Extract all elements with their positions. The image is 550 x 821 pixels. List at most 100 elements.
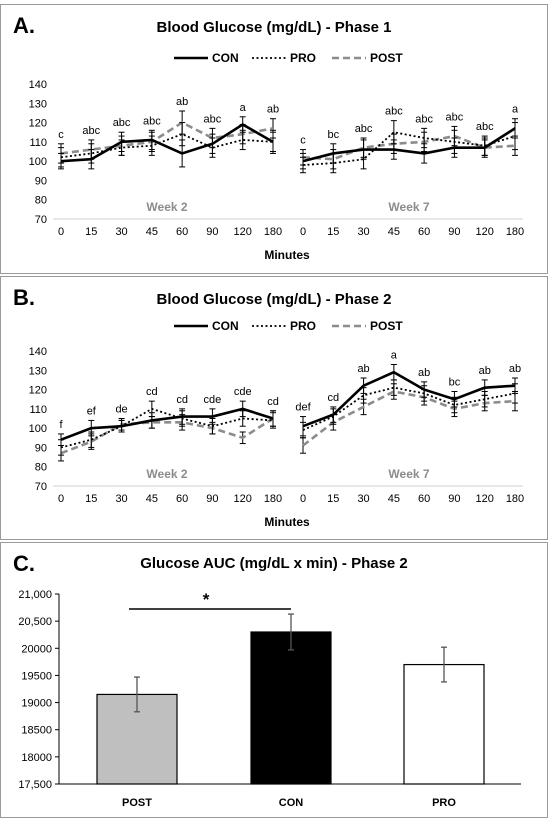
- x-tick-label: 0: [300, 493, 306, 505]
- y-tick-label: 80: [35, 195, 47, 207]
- x-tick-label: 180: [506, 493, 524, 505]
- y-tick-label: 110: [29, 404, 47, 416]
- legend-label-pro: PRO: [290, 51, 316, 65]
- panel-label: A.: [13, 13, 35, 38]
- panel-c: C. Glucose AUC (mg/dL x min) - Phase 2 1…: [0, 542, 548, 818]
- y-tick-label: 120: [29, 118, 47, 130]
- x-tick-label: 180: [264, 226, 282, 238]
- significance-marker: *: [203, 590, 210, 609]
- x-tick-label: 180: [264, 493, 282, 505]
- x-tick-label: 90: [448, 226, 460, 238]
- x-tick-label: 120: [234, 493, 252, 505]
- legend: CON PRO POST: [174, 319, 403, 333]
- significance-label: abc: [82, 125, 100, 137]
- series-line-post: [60, 121, 274, 155]
- significance-label: abc: [143, 115, 161, 127]
- x-tick-label: 30: [115, 493, 127, 505]
- significance-label: a: [391, 350, 398, 362]
- significance-label: def: [295, 402, 311, 414]
- y-tick-label: 130: [29, 365, 47, 377]
- x-tick-label: CON: [279, 797, 304, 809]
- group-label: Week 7: [388, 200, 429, 214]
- bar-chart-auc: 17,500 18000 18500 19000 19500 20000 20,500 21,…: [18, 589, 521, 809]
- significance-label: ab: [176, 96, 188, 108]
- x-tick-label: 45: [388, 226, 400, 238]
- y-tick-label: 18000: [21, 752, 52, 764]
- significance-label: cd: [327, 392, 339, 404]
- x-tick-label: 15: [327, 493, 339, 505]
- series-con: [300, 364, 518, 437]
- y-tick-label: 20000: [21, 643, 52, 655]
- significance-label: ef: [87, 405, 97, 417]
- x-tick-label: 60: [176, 226, 188, 238]
- x-tick-label: 15: [85, 493, 97, 505]
- chart-title: Glucose AUC (mg/dL x min) - Phase 2: [140, 555, 408, 572]
- series-line-con: [302, 127, 516, 163]
- x-axis-title: Minutes: [264, 515, 310, 529]
- y-tick-label: 20,500: [18, 616, 52, 628]
- series-line-pro: [60, 407, 274, 449]
- significance-label: c: [300, 135, 306, 147]
- x-tick-label: POST: [122, 797, 152, 809]
- x-axis-title: Minutes: [264, 248, 310, 262]
- significance-label: bc: [327, 129, 339, 141]
- y-tick-label: 140: [29, 346, 47, 358]
- series-line-con: [302, 370, 516, 428]
- y-tick-label: 70: [35, 481, 47, 493]
- legend-label-post: POST: [370, 319, 403, 333]
- legend-label-con: CON: [212, 319, 239, 333]
- x-tick-label: 120: [476, 493, 494, 505]
- legend: CON PRO POST: [174, 51, 403, 65]
- y-tick-label: 100: [29, 423, 47, 435]
- y-tick-label: 140: [29, 79, 47, 91]
- x-tick-label: 60: [418, 226, 430, 238]
- y-tick-label: 70: [35, 214, 47, 226]
- y-tick-label: 80: [35, 462, 47, 474]
- x-tick-label: 120: [476, 226, 494, 238]
- significance-label: abc: [446, 111, 464, 123]
- series-con: [58, 116, 276, 170]
- significance-label: abc: [476, 121, 494, 133]
- x-tick-label: 180: [506, 226, 524, 238]
- significance-label: cd: [146, 386, 158, 398]
- legend-label-post: POST: [370, 51, 403, 65]
- significance-label: ab: [479, 365, 491, 377]
- significance-label: abc: [385, 106, 403, 118]
- x-tick-label: 45: [388, 493, 400, 505]
- x-tick-label: 120: [234, 226, 252, 238]
- x-tick-label: 45: [146, 226, 158, 238]
- series-con: [58, 400, 276, 446]
- x-tick-label: 45: [146, 493, 158, 505]
- bar-con: [250, 631, 332, 785]
- y-tick-label: 120: [29, 385, 47, 397]
- y-tick-label: 90: [35, 175, 47, 187]
- series-con: [300, 118, 518, 170]
- y-tick-label: 19000: [21, 698, 52, 710]
- series-line-post: [302, 390, 516, 447]
- x-tick-label: 90: [206, 493, 218, 505]
- x-tick-label: 30: [357, 226, 369, 238]
- group-label: Week 2: [146, 200, 187, 214]
- series-post: [58, 110, 276, 164]
- chart-title: Blood Glucose (mg/dL) - Phase 2: [156, 291, 392, 308]
- significance-label: abc: [415, 113, 433, 125]
- series-line-con: [60, 123, 274, 163]
- x-tick-label: 0: [58, 493, 64, 505]
- significance-label: bc: [449, 377, 461, 389]
- series-line-post: [302, 134, 516, 161]
- y-tick-label: 17,500: [18, 779, 52, 791]
- significance-label: ab: [357, 363, 369, 375]
- significance-label: cde: [204, 394, 222, 406]
- y-tick-label: 18500: [21, 725, 52, 737]
- panel-label: B.: [13, 285, 35, 310]
- x-tick-label: 0: [58, 226, 64, 238]
- significance-label: ab: [509, 363, 521, 375]
- significance-label: abc: [113, 117, 131, 129]
- panel-a: A. Blood Glucose (mg/dL) - Phase 1 CON PR…: [0, 4, 548, 274]
- y-tick-label: 110: [29, 137, 47, 149]
- x-tick-label: 90: [448, 493, 460, 505]
- group-label: Week 7: [388, 467, 429, 481]
- x-tick-label: 60: [418, 493, 430, 505]
- chart-title: Blood Glucose (mg/dL) - Phase 1: [156, 19, 392, 36]
- y-tick-label: 130: [29, 98, 47, 110]
